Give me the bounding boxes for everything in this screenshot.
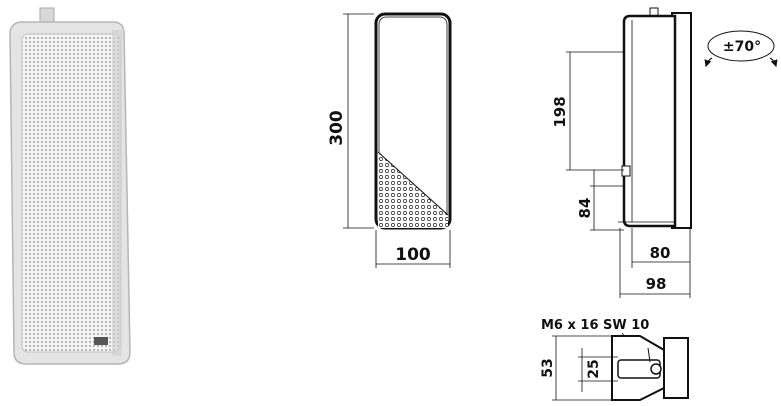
bracket-height-label: 53 <box>540 358 556 377</box>
rotation-arrow-icon: ±70° <box>704 30 778 68</box>
bolt-spec-label: M6 x 16 SW 10 <box>541 318 649 333</box>
speaker-photo <box>9 7 131 365</box>
front-view: 300 100 <box>327 12 452 268</box>
inner-depth-label: 80 <box>650 244 671 262</box>
bracket-offset-label: 84 <box>576 198 594 219</box>
mount-height-label: 198 <box>551 96 569 127</box>
brand-logo <box>94 337 108 345</box>
total-depth-label: 98 <box>646 275 667 293</box>
width-dimension-label: 100 <box>395 245 431 265</box>
bolt-bracket-icon: M6 x 16 SW 10 53 25 <box>540 318 689 401</box>
height-dimension-label: 300 <box>327 110 347 146</box>
bracket-slot-label: 25 <box>586 359 602 378</box>
swivel-angle-label: ±70° <box>723 39 761 55</box>
side-view: 198 84 80 98 <box>551 7 692 298</box>
